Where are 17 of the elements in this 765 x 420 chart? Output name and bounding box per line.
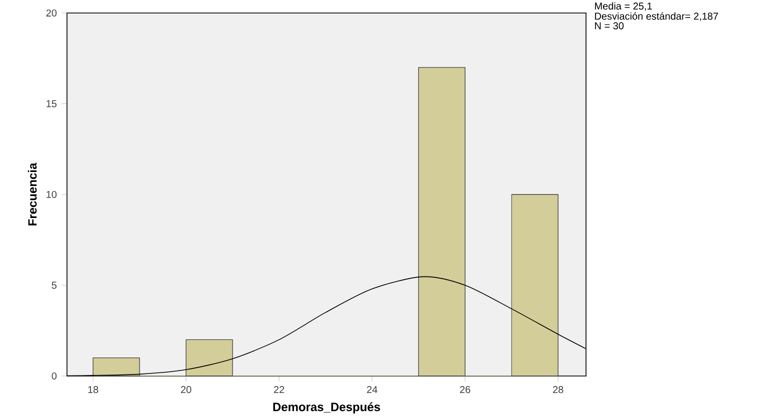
y-tick-label: 5 (52, 282, 57, 289)
text: N = 30 (595, 22, 624, 30)
y-tick-label: 10 (46, 190, 57, 198)
y-tick-label: 20 (46, 9, 57, 17)
x-tick-label: 18 (88, 386, 98, 394)
x-tick-label: 28 (553, 386, 564, 394)
y-tick-label: 15 (46, 100, 57, 108)
x-tick-label: 22 (274, 386, 284, 394)
x-tick-label: 26 (460, 386, 470, 394)
y-tick-label: 0 (52, 372, 57, 380)
text: Media = 25,1 (595, 2, 652, 11)
x-axis-title: Demoras_Después (273, 402, 380, 414)
x-tick-label: 20 (181, 386, 192, 394)
line-series (67, 276, 586, 376)
text: Desviación estándar= 2,187 (595, 12, 718, 21)
y-axis-title: Frecuencia (28, 162, 37, 226)
x-tick-label: 24 (367, 386, 378, 394)
